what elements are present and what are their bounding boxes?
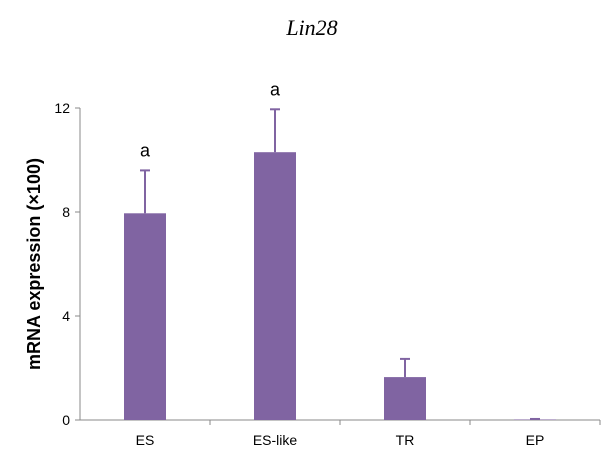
bar-tr <box>384 377 426 420</box>
x-tick-label: ES <box>136 432 155 448</box>
x-tick-label: TR <box>396 432 415 448</box>
bars <box>124 152 556 420</box>
x-tick-label: ES-like <box>253 432 298 448</box>
bar-es <box>124 213 166 420</box>
y-axis-label: mRNA expression (×100) <box>24 158 44 370</box>
chart-title: Lin28 <box>285 15 337 40</box>
significance-label: a <box>140 140 151 160</box>
y-ticks: 0 4 8 12 <box>54 100 80 428</box>
y-tick-label: 0 <box>62 412 70 428</box>
y-tick-label: 12 <box>54 100 70 116</box>
y-tick-label: 8 <box>62 204 70 220</box>
y-tick-label: 4 <box>62 308 70 324</box>
significance-label: a <box>270 79 281 99</box>
x-tick-label: EP <box>526 432 545 448</box>
x-ticks: ES ES-like TR EP <box>136 420 601 448</box>
bar-es-like <box>254 152 296 420</box>
error-bars <box>140 108 540 420</box>
annotations: aa <box>140 79 281 160</box>
